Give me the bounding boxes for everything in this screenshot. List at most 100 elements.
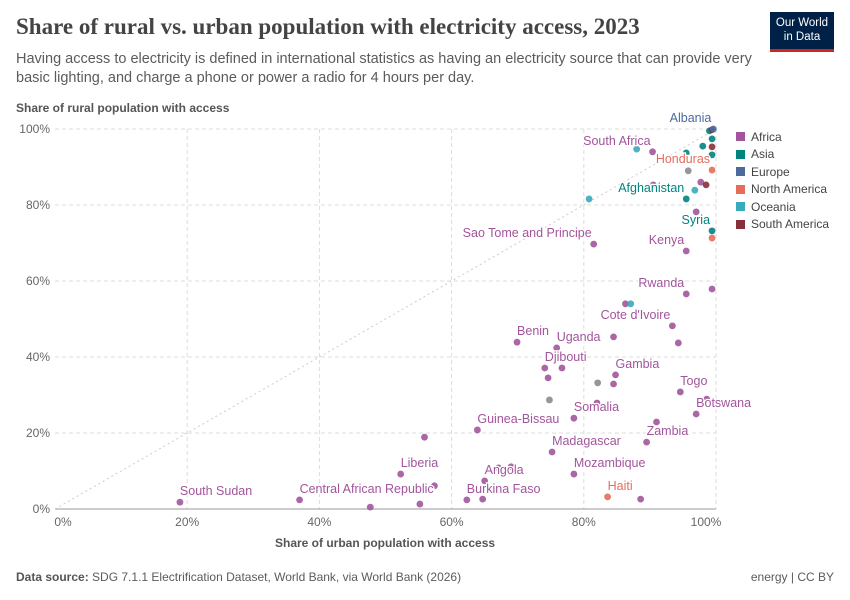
point-label: Benin — [517, 324, 549, 338]
data-point — [296, 496, 303, 504]
data-point — [541, 364, 549, 372]
data-point — [593, 399, 601, 407]
data-point — [649, 181, 657, 189]
data-point — [699, 142, 707, 150]
data-point — [697, 178, 705, 186]
data-point — [682, 195, 690, 203]
data-point — [546, 396, 553, 404]
point-label: South Sudan — [180, 484, 252, 498]
y-tick-label: 40% — [26, 350, 50, 364]
data-point — [703, 395, 711, 403]
data-point — [544, 374, 552, 382]
legend: Africa Asia Europe North America Oceania Sout… — [736, 128, 829, 233]
point-label: Rwanda — [638, 276, 684, 290]
point-label: Honduras — [656, 152, 710, 166]
point-label: Liberia — [401, 456, 439, 470]
legend-item[interactable]: Oceania — [736, 198, 829, 216]
data-point — [610, 333, 617, 341]
data-point — [692, 410, 700, 418]
legend-item[interactable]: Asia — [736, 146, 829, 164]
y-tick-label: 0% — [33, 502, 51, 516]
data-point — [397, 470, 405, 478]
point-label: Albania — [670, 111, 712, 125]
legend-item[interactable]: Africa — [736, 128, 829, 146]
legend-label: Oceania — [751, 199, 796, 214]
diagonal-reference-line — [54, 128, 717, 510]
point-label: Zambia — [647, 424, 689, 438]
point-label: Gambia — [616, 357, 660, 371]
x-tick-label: 80% — [572, 515, 596, 529]
source-label: Data source: — [16, 570, 89, 584]
data-point — [481, 477, 489, 485]
x-tick-label: 20% — [175, 515, 199, 529]
data-point — [431, 482, 438, 490]
legend-swatch — [736, 219, 745, 229]
data-point — [691, 186, 699, 194]
legend-label: Europe — [751, 164, 790, 179]
data-point — [708, 285, 716, 293]
x-tick-label: 100% — [691, 515, 722, 529]
point-label: Kenya — [649, 233, 684, 247]
legend-item[interactable]: North America — [736, 181, 829, 199]
data-point — [684, 167, 692, 175]
data-point — [553, 344, 561, 352]
data-point — [702, 181, 710, 189]
data-point — [682, 290, 690, 298]
legend-label: South America — [751, 217, 830, 232]
data-point — [674, 339, 682, 347]
point-label: Angola — [485, 463, 524, 477]
data-point — [463, 496, 471, 504]
data-point — [610, 380, 617, 388]
legend-swatch — [736, 184, 745, 194]
data-point — [594, 379, 602, 387]
legend-swatch — [736, 132, 745, 142]
legend-label: Asia — [751, 147, 775, 162]
point-label: Mozambique — [574, 456, 646, 470]
data-point — [708, 166, 716, 174]
y-tick-label: 100% — [19, 122, 50, 136]
data-point — [682, 247, 690, 255]
data-point — [590, 240, 598, 248]
legend-swatch — [736, 149, 745, 159]
data-point — [622, 300, 629, 308]
y-axis-label: Share of rural population with access — [16, 101, 230, 115]
x-tick-label: 40% — [307, 515, 331, 529]
data-point — [708, 234, 716, 242]
legend-item[interactable]: South America — [736, 216, 829, 234]
owid-logo[interactable]: Our World in Data — [770, 12, 834, 52]
x-tick-label: 60% — [440, 515, 464, 529]
data-point — [548, 448, 556, 456]
point-label: Central African Republic — [300, 482, 434, 496]
legend-label: Africa — [751, 129, 782, 144]
source-text[interactable]: SDG 7.1.1 Electrification Dataset, World… — [92, 570, 462, 584]
data-point — [633, 145, 641, 153]
data-point — [513, 338, 521, 346]
data-point — [416, 500, 424, 508]
data-point — [176, 498, 184, 506]
data-point — [692, 208, 700, 216]
point-label: Burkina Faso — [467, 482, 541, 496]
data-point — [708, 143, 716, 151]
data-point — [558, 364, 566, 372]
data-point — [495, 464, 502, 472]
point-label: Uganda — [557, 330, 601, 344]
legend-item[interactable]: Europe — [736, 163, 829, 181]
data-point — [708, 151, 716, 159]
license[interactable]: energy | CC BY — [750, 570, 834, 584]
point-label: Botswana — [696, 396, 751, 410]
data-point — [479, 495, 487, 503]
data-point — [612, 371, 619, 379]
data-point — [676, 388, 684, 396]
y-tick-label: 20% — [26, 426, 50, 440]
data-point — [421, 433, 428, 441]
data-point — [708, 135, 716, 143]
data-point — [709, 125, 717, 133]
point-label: Madagascar — [552, 434, 621, 448]
data-point — [653, 418, 660, 426]
point-label: Syria — [682, 213, 711, 227]
x-tick-label: 0% — [54, 515, 72, 529]
data-point — [507, 463, 515, 471]
data-point — [604, 493, 611, 501]
